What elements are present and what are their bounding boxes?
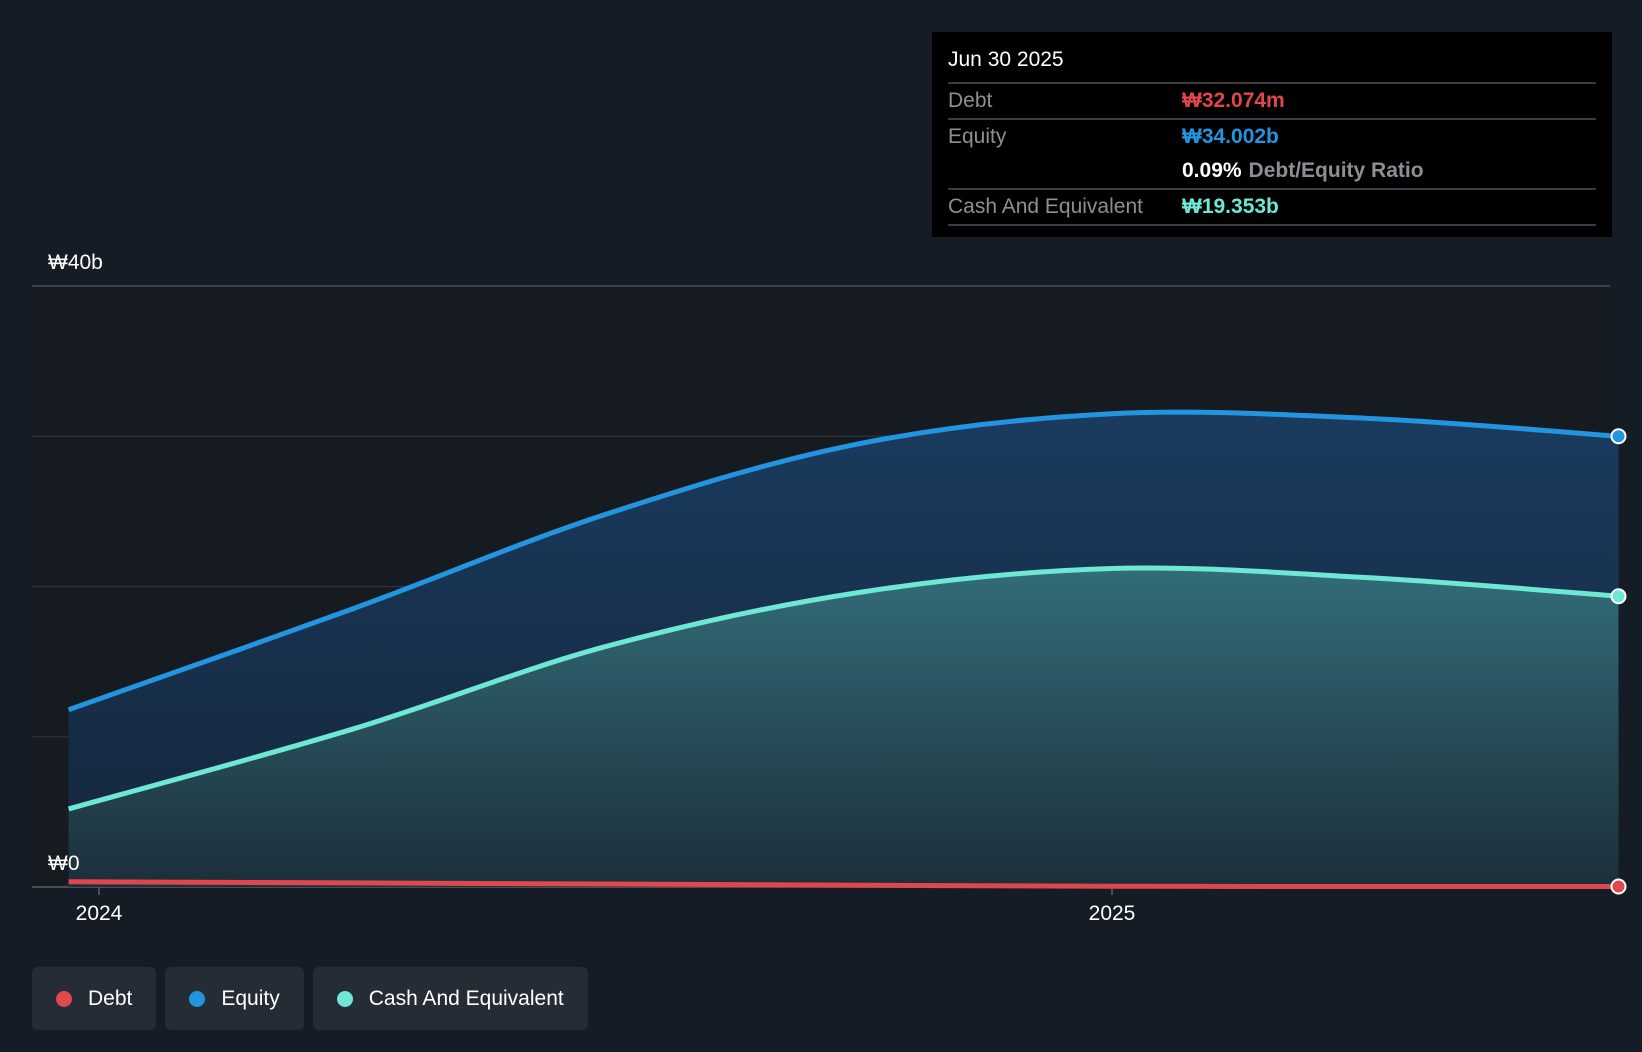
tooltip-row-ratio: 0.09% Debt/Equity Ratio — [948, 154, 1596, 190]
tooltip-debt-label: Debt — [948, 89, 993, 112]
legend-dot-cash-icon — [336, 990, 353, 1007]
tooltip-ratio-value: 0.09% — [1182, 159, 1242, 182]
tooltip-row-debt: Debt ₩32.074m — [948, 84, 1596, 120]
legend-item-equity[interactable]: Equity — [165, 967, 304, 1030]
chart-legend: Debt Equity Cash And Equivalent — [32, 967, 588, 1030]
equity-end-marker[interactable] — [1610, 428, 1627, 445]
tooltip-equity-label: Equity — [948, 125, 1007, 148]
legend-label-cash: Cash And Equivalent — [368, 986, 564, 1010]
series-areas — [68, 412, 1619, 887]
series-lines — [67, 409, 1619, 890]
legend-item-cash[interactable]: Cash And Equivalent — [312, 967, 588, 1030]
y-axis-min-label: ₩0 — [48, 852, 80, 875]
tooltip-cash-label: Cash And Equivalent — [948, 195, 1143, 218]
tooltip-debt-value: ₩32.074m — [1182, 89, 1285, 112]
cash-end-marker[interactable] — [1610, 588, 1627, 605]
tooltip-row-equity: Equity ₩34.002b — [948, 120, 1596, 154]
y-axis-max-label: ₩40b — [48, 251, 103, 274]
legend-label-equity: Equity — [221, 986, 280, 1010]
equity-line — [67, 409, 1619, 713]
tooltip-equity-value: ₩34.002b — [1182, 125, 1279, 148]
tooltip-date: Jun 30 2025 — [948, 46, 1596, 84]
legend-label-debt: Debt — [88, 986, 133, 1010]
x-tick-label-2025: 2025 — [1089, 902, 1136, 925]
tooltip-row-cash: Cash And Equivalent ₩19.353b — [948, 190, 1596, 226]
legend-dot-debt-icon — [56, 990, 72, 1007]
data-tooltip: Jun 30 2025 Debt ₩32.074m Equity ₩34.002… — [932, 32, 1612, 237]
debt-end-marker[interactable] — [1610, 878, 1627, 895]
series-end-markers — [1610, 428, 1627, 895]
cash-area — [68, 567, 1619, 887]
legend-dot-equity-icon — [189, 990, 206, 1007]
legend-item-debt[interactable]: Debt — [32, 967, 157, 1030]
cash-line — [67, 565, 1619, 812]
tooltip-ratio-label: Debt/Equity Ratio — [1248, 159, 1424, 182]
x-tick-label-2024: 2024 — [76, 902, 123, 925]
tooltip-cash-value: ₩19.353b — [1182, 195, 1279, 218]
debt-line — [68, 879, 1619, 890]
